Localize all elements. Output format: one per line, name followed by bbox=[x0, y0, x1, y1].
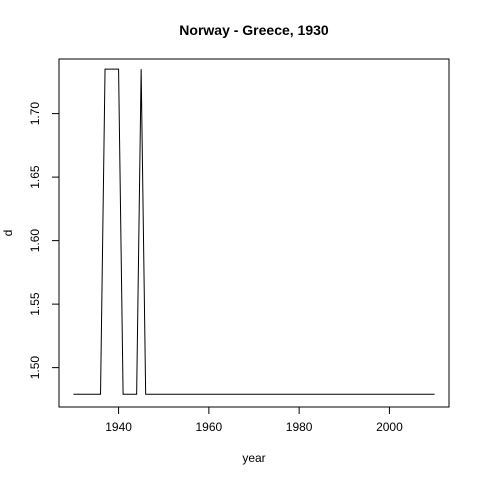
x-tick-label: 2000 bbox=[376, 420, 403, 434]
series-line-0 bbox=[73, 68, 435, 395]
y-tick-label: 1.50 bbox=[28, 356, 42, 380]
y-axis-label: d bbox=[1, 230, 15, 237]
x-tick-label: 1980 bbox=[286, 420, 313, 434]
plot-frame bbox=[58, 58, 450, 408]
y-tick-label: 1.60 bbox=[28, 229, 42, 253]
y-tick-label: 1.65 bbox=[28, 165, 42, 189]
series-layer bbox=[73, 68, 435, 395]
y-tick-label: 1.55 bbox=[28, 292, 42, 316]
chart-title: Norway - Greece, 1930 bbox=[179, 22, 329, 38]
x-axis: 1940 1960 1980 2000 bbox=[105, 407, 403, 434]
y-tick-label: 1.70 bbox=[28, 102, 42, 126]
x-tick-label: 1960 bbox=[196, 420, 223, 434]
x-tick-label: 1940 bbox=[105, 420, 132, 434]
x-axis-label: year bbox=[242, 451, 265, 465]
y-axis: 1.50 1.55 1.60 1.65 1.70 bbox=[28, 102, 59, 380]
